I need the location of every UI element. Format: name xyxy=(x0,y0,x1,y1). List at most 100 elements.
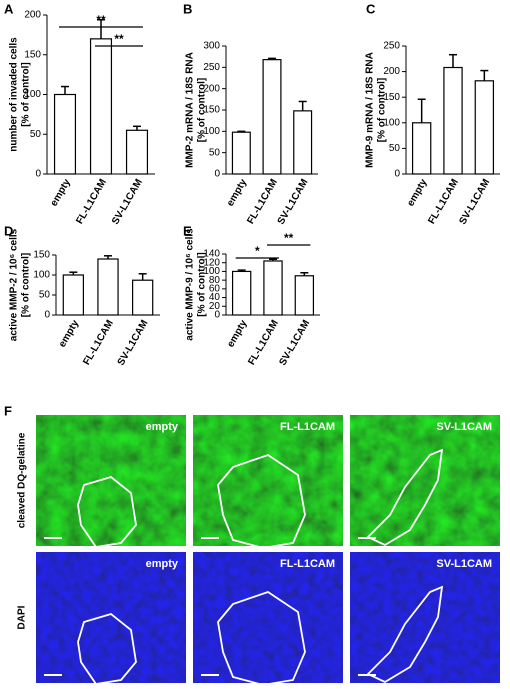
y-tick-label: 150 xyxy=(383,92,400,103)
image-label: SV-L1CAM xyxy=(436,421,492,433)
x-tick-label: SV-L1CAM xyxy=(116,318,151,367)
y-tick-label: 150 xyxy=(203,105,220,116)
y-axis-label: [% of control] xyxy=(197,78,208,142)
y-tick-label: 300 xyxy=(203,41,220,52)
image-texture xyxy=(36,415,186,546)
y-tick-label: 100 xyxy=(203,126,220,137)
y-tick-label: 0 xyxy=(214,169,220,180)
bar xyxy=(263,260,283,316)
bar xyxy=(53,93,77,175)
outline xyxy=(366,585,444,684)
image-label: FL-L1CAM xyxy=(280,558,335,570)
panel-letter: B xyxy=(183,1,192,16)
significance-label: ** xyxy=(114,32,124,46)
y-tick-label: 80 xyxy=(209,275,221,286)
x-tick-label: FL-L1CAM xyxy=(81,318,116,367)
y-axis-label: MMP-9 mRNA / 18S RNA xyxy=(365,52,376,168)
significance-label: * xyxy=(255,244,260,258)
bar xyxy=(89,38,113,175)
image-label: empty xyxy=(146,558,179,570)
y-tick-label: 50 xyxy=(389,143,401,154)
outline xyxy=(366,448,444,547)
bar xyxy=(231,131,251,175)
bar xyxy=(231,270,252,316)
y-tick-label: 100 xyxy=(24,89,41,100)
y-tick-label: 60 xyxy=(209,283,221,294)
y-tick-label: 0 xyxy=(214,310,220,321)
x-tick-label: FL-L1CAM xyxy=(74,177,109,226)
x-tick-label: FL-L1CAM xyxy=(426,177,461,226)
y-tick-label: 100 xyxy=(383,117,400,128)
bar xyxy=(97,258,119,316)
x-tick-label: SV-L1CAM xyxy=(276,177,311,226)
x-tick-label: empty xyxy=(49,177,73,208)
y-tick-label: 50 xyxy=(39,290,51,301)
y-axis-label: number of invaded cells xyxy=(9,37,20,152)
image-label: FL-L1CAM xyxy=(280,421,335,433)
y-axis-label: MMP-2 mRNA / 18S RNA xyxy=(185,52,196,168)
y-axis-label: [% of control] xyxy=(21,62,32,126)
y-tick-label: 40 xyxy=(209,292,221,303)
bar xyxy=(443,66,463,175)
outline xyxy=(77,476,137,548)
y-tick-label: 0 xyxy=(44,310,50,321)
image-texture xyxy=(193,415,343,546)
x-tick-label: SV-L1CAM xyxy=(110,177,145,226)
y-axis-label: [% of control] xyxy=(377,78,388,142)
x-tick-label: SV-L1CAM xyxy=(277,318,312,367)
significance-label: ** xyxy=(284,231,294,245)
bar xyxy=(62,274,84,316)
y-tick-label: 200 xyxy=(203,83,220,94)
outline xyxy=(217,591,306,686)
panel-letter: C xyxy=(366,1,376,16)
y-tick-label: 0 xyxy=(35,169,41,180)
y-axis-label: [% of control] xyxy=(21,253,32,317)
bar xyxy=(294,275,315,316)
row-label: cleaved DQ-gelatine xyxy=(17,432,28,528)
y-tick-label: 0 xyxy=(394,169,400,180)
bar xyxy=(474,80,495,175)
y-tick-label: 140 xyxy=(203,249,220,260)
outline xyxy=(77,613,137,685)
bar xyxy=(411,122,432,175)
image-texture xyxy=(36,552,186,683)
image-texture xyxy=(350,415,500,546)
panel-letter: F xyxy=(4,403,12,418)
y-tick-label: 50 xyxy=(209,147,221,158)
y-tick-label: 120 xyxy=(203,257,220,268)
x-tick-label: empty xyxy=(405,177,429,208)
bar xyxy=(125,129,149,175)
image-label: empty xyxy=(146,421,179,433)
x-tick-label: empty xyxy=(225,318,249,349)
y-tick-label: 100 xyxy=(33,270,50,281)
bar xyxy=(132,279,154,316)
panel-letter: E xyxy=(183,223,192,238)
outline xyxy=(217,454,306,549)
panel-letter: A xyxy=(4,1,14,16)
y-tick-label: 250 xyxy=(203,62,220,73)
panel-letter: D xyxy=(4,223,13,238)
y-axis-label: active MMP-9 / 10⁶ cells xyxy=(185,228,196,341)
y-tick-label: 100 xyxy=(203,266,220,277)
y-tick-label: 200 xyxy=(383,66,400,77)
y-tick-label: 50 xyxy=(30,129,42,140)
image-texture xyxy=(193,552,343,683)
bar xyxy=(293,110,313,175)
y-tick-label: 20 xyxy=(209,301,221,312)
row-label: DAPI xyxy=(17,605,28,629)
image-texture xyxy=(350,552,500,683)
x-tick-label: FL-L1CAM xyxy=(245,177,280,226)
y-tick-label: 150 xyxy=(24,49,41,60)
y-tick-label: 200 xyxy=(24,10,41,21)
significance-label: ** xyxy=(96,13,106,27)
x-tick-label: empty xyxy=(57,318,81,349)
bar xyxy=(262,59,282,175)
x-tick-label: SV-L1CAM xyxy=(457,177,492,226)
image-label: SV-L1CAM xyxy=(436,558,492,570)
y-axis-label: [% of control] xyxy=(197,252,208,316)
y-tick-label: 250 xyxy=(383,41,400,52)
y-axis-label: active MMP-2 / 10⁶ cells xyxy=(9,228,20,341)
x-tick-label: empty xyxy=(225,177,249,208)
x-tick-label: FL-L1CAM xyxy=(246,318,281,367)
